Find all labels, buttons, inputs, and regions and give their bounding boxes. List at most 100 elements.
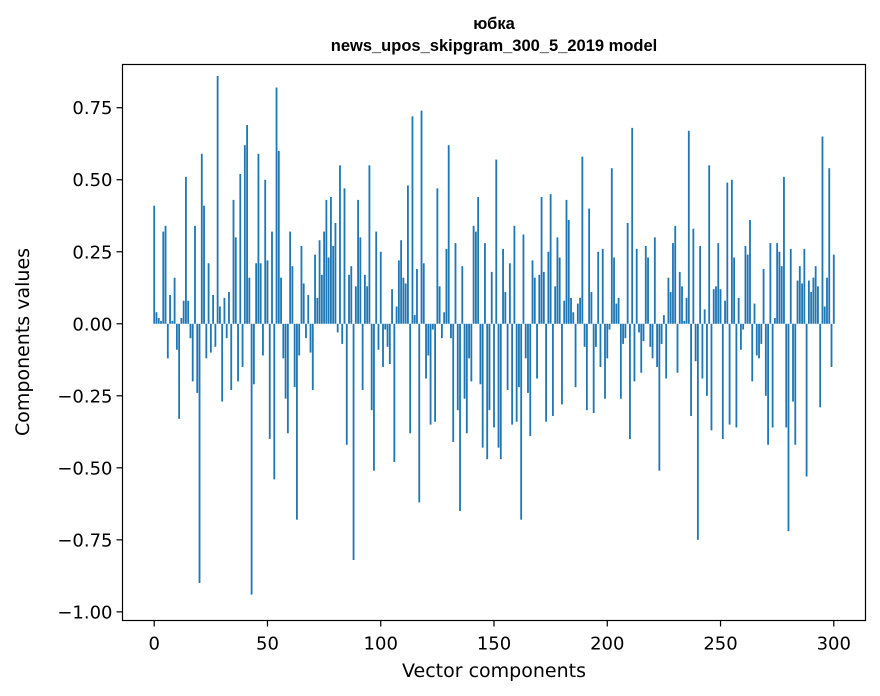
bar — [175, 323, 178, 350]
bar — [796, 280, 799, 324]
bar — [803, 248, 806, 324]
bar — [551, 323, 554, 416]
y-tick-label: −0.75 — [57, 530, 112, 551]
bar — [599, 323, 602, 367]
bar — [504, 292, 507, 324]
bar — [309, 323, 312, 353]
bar — [730, 179, 733, 324]
bar — [486, 323, 489, 460]
bar — [477, 197, 480, 324]
bar — [187, 300, 190, 324]
bar — [162, 231, 165, 324]
bar — [302, 283, 305, 324]
bar — [812, 277, 815, 324]
bar — [470, 323, 473, 382]
bar — [622, 323, 625, 344]
bar — [619, 323, 622, 399]
y-tick-label: −1.00 — [57, 602, 112, 623]
bar — [395, 306, 398, 324]
bar — [749, 220, 751, 324]
bar — [613, 257, 615, 324]
bar — [717, 243, 720, 324]
bar — [153, 205, 156, 324]
bar — [585, 323, 588, 411]
bar — [576, 303, 579, 324]
bar — [506, 323, 509, 391]
y-tick-label: 0.50 — [72, 170, 112, 191]
bar — [567, 220, 570, 324]
bar — [683, 320, 686, 324]
bar — [339, 165, 341, 324]
bar — [828, 168, 831, 324]
bar — [305, 323, 307, 339]
bar — [293, 323, 296, 388]
bar — [574, 323, 577, 388]
bar — [606, 323, 609, 359]
bar — [536, 323, 538, 379]
bar — [465, 323, 468, 434]
bar — [719, 289, 722, 324]
bar — [592, 323, 595, 414]
bar — [332, 245, 335, 324]
bar — [393, 323, 396, 463]
bar — [832, 254, 835, 324]
bar — [753, 303, 756, 324]
bar — [733, 257, 736, 324]
bar — [427, 323, 430, 356]
bar — [484, 243, 486, 324]
bar — [234, 237, 237, 324]
bar — [352, 323, 355, 561]
bar — [690, 323, 692, 416]
bar — [762, 269, 765, 324]
bar — [542, 271, 545, 324]
bar — [434, 323, 437, 422]
bar — [336, 323, 339, 333]
bar — [264, 179, 267, 324]
bar — [243, 145, 246, 324]
bar — [785, 323, 788, 428]
bar — [382, 323, 384, 367]
bar — [794, 323, 797, 445]
bar — [692, 228, 695, 324]
bar — [615, 303, 618, 324]
bar — [563, 300, 566, 324]
bar — [533, 277, 536, 324]
bar — [250, 323, 253, 595]
bar — [375, 231, 378, 324]
bar — [764, 323, 767, 396]
bar — [601, 248, 604, 324]
bar — [640, 323, 643, 373]
bar — [379, 251, 382, 324]
bar — [207, 263, 210, 324]
bar — [232, 199, 235, 324]
bar — [495, 159, 498, 324]
bar — [296, 323, 298, 520]
bar — [171, 320, 174, 324]
x-tick-label: 300 — [817, 634, 851, 655]
bar — [409, 323, 412, 434]
bar — [157, 318, 160, 324]
bar — [549, 194, 552, 324]
bar — [388, 323, 391, 365]
bar — [531, 260, 534, 324]
bar — [334, 222, 337, 324]
bar — [377, 323, 380, 350]
bar — [277, 150, 280, 324]
bar — [787, 323, 790, 532]
bar — [384, 323, 387, 330]
bar — [271, 231, 273, 324]
bar — [554, 286, 557, 324]
bar — [604, 323, 606, 399]
bar — [481, 323, 484, 448]
bar — [767, 323, 770, 445]
bar — [629, 323, 631, 440]
bar — [366, 286, 369, 324]
bar — [474, 231, 477, 324]
bar — [540, 197, 543, 324]
bar — [572, 312, 575, 324]
bar — [547, 251, 550, 324]
bar — [182, 300, 185, 324]
bar — [189, 323, 192, 339]
bar — [538, 274, 541, 324]
